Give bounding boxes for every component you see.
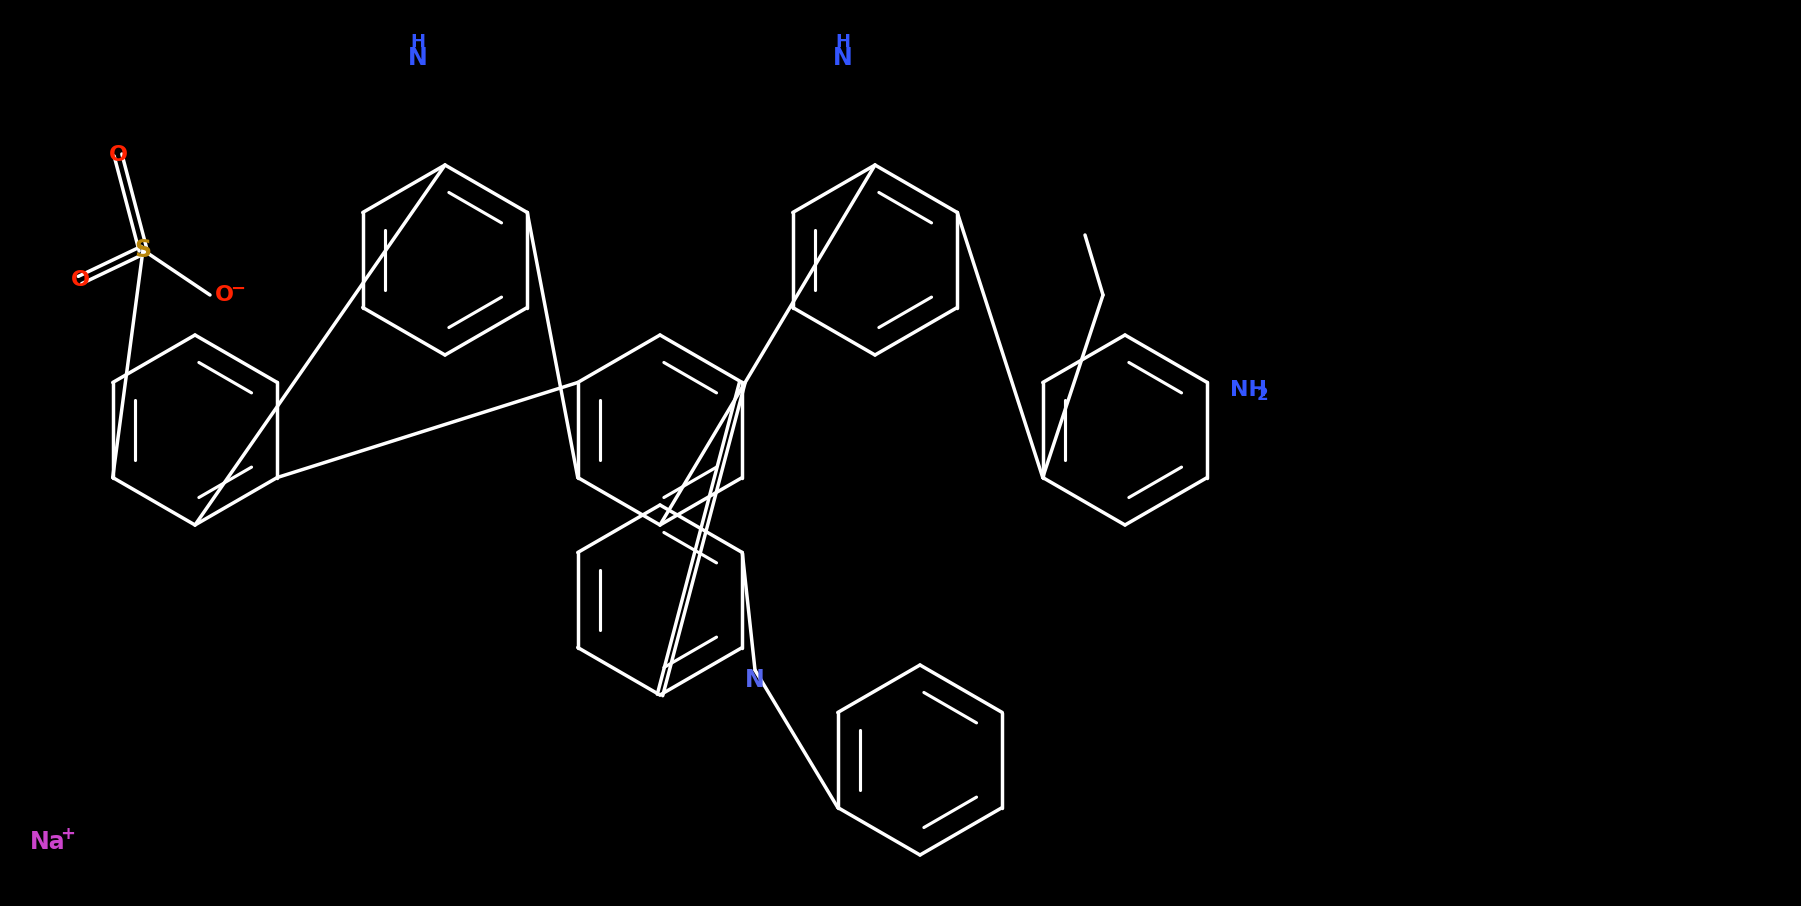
Text: N: N (746, 668, 765, 692)
Text: −: − (231, 280, 245, 298)
Text: NH: NH (1230, 380, 1266, 400)
Text: O: O (214, 285, 234, 305)
Text: O: O (108, 145, 128, 165)
Text: S: S (135, 238, 151, 262)
Text: 2: 2 (1257, 386, 1268, 404)
Text: +: + (59, 825, 76, 843)
Text: H: H (836, 33, 850, 51)
Text: N: N (409, 46, 429, 70)
Text: O: O (70, 270, 90, 290)
Text: Na: Na (31, 830, 65, 854)
Text: N: N (834, 46, 854, 70)
Text: H: H (411, 33, 425, 51)
